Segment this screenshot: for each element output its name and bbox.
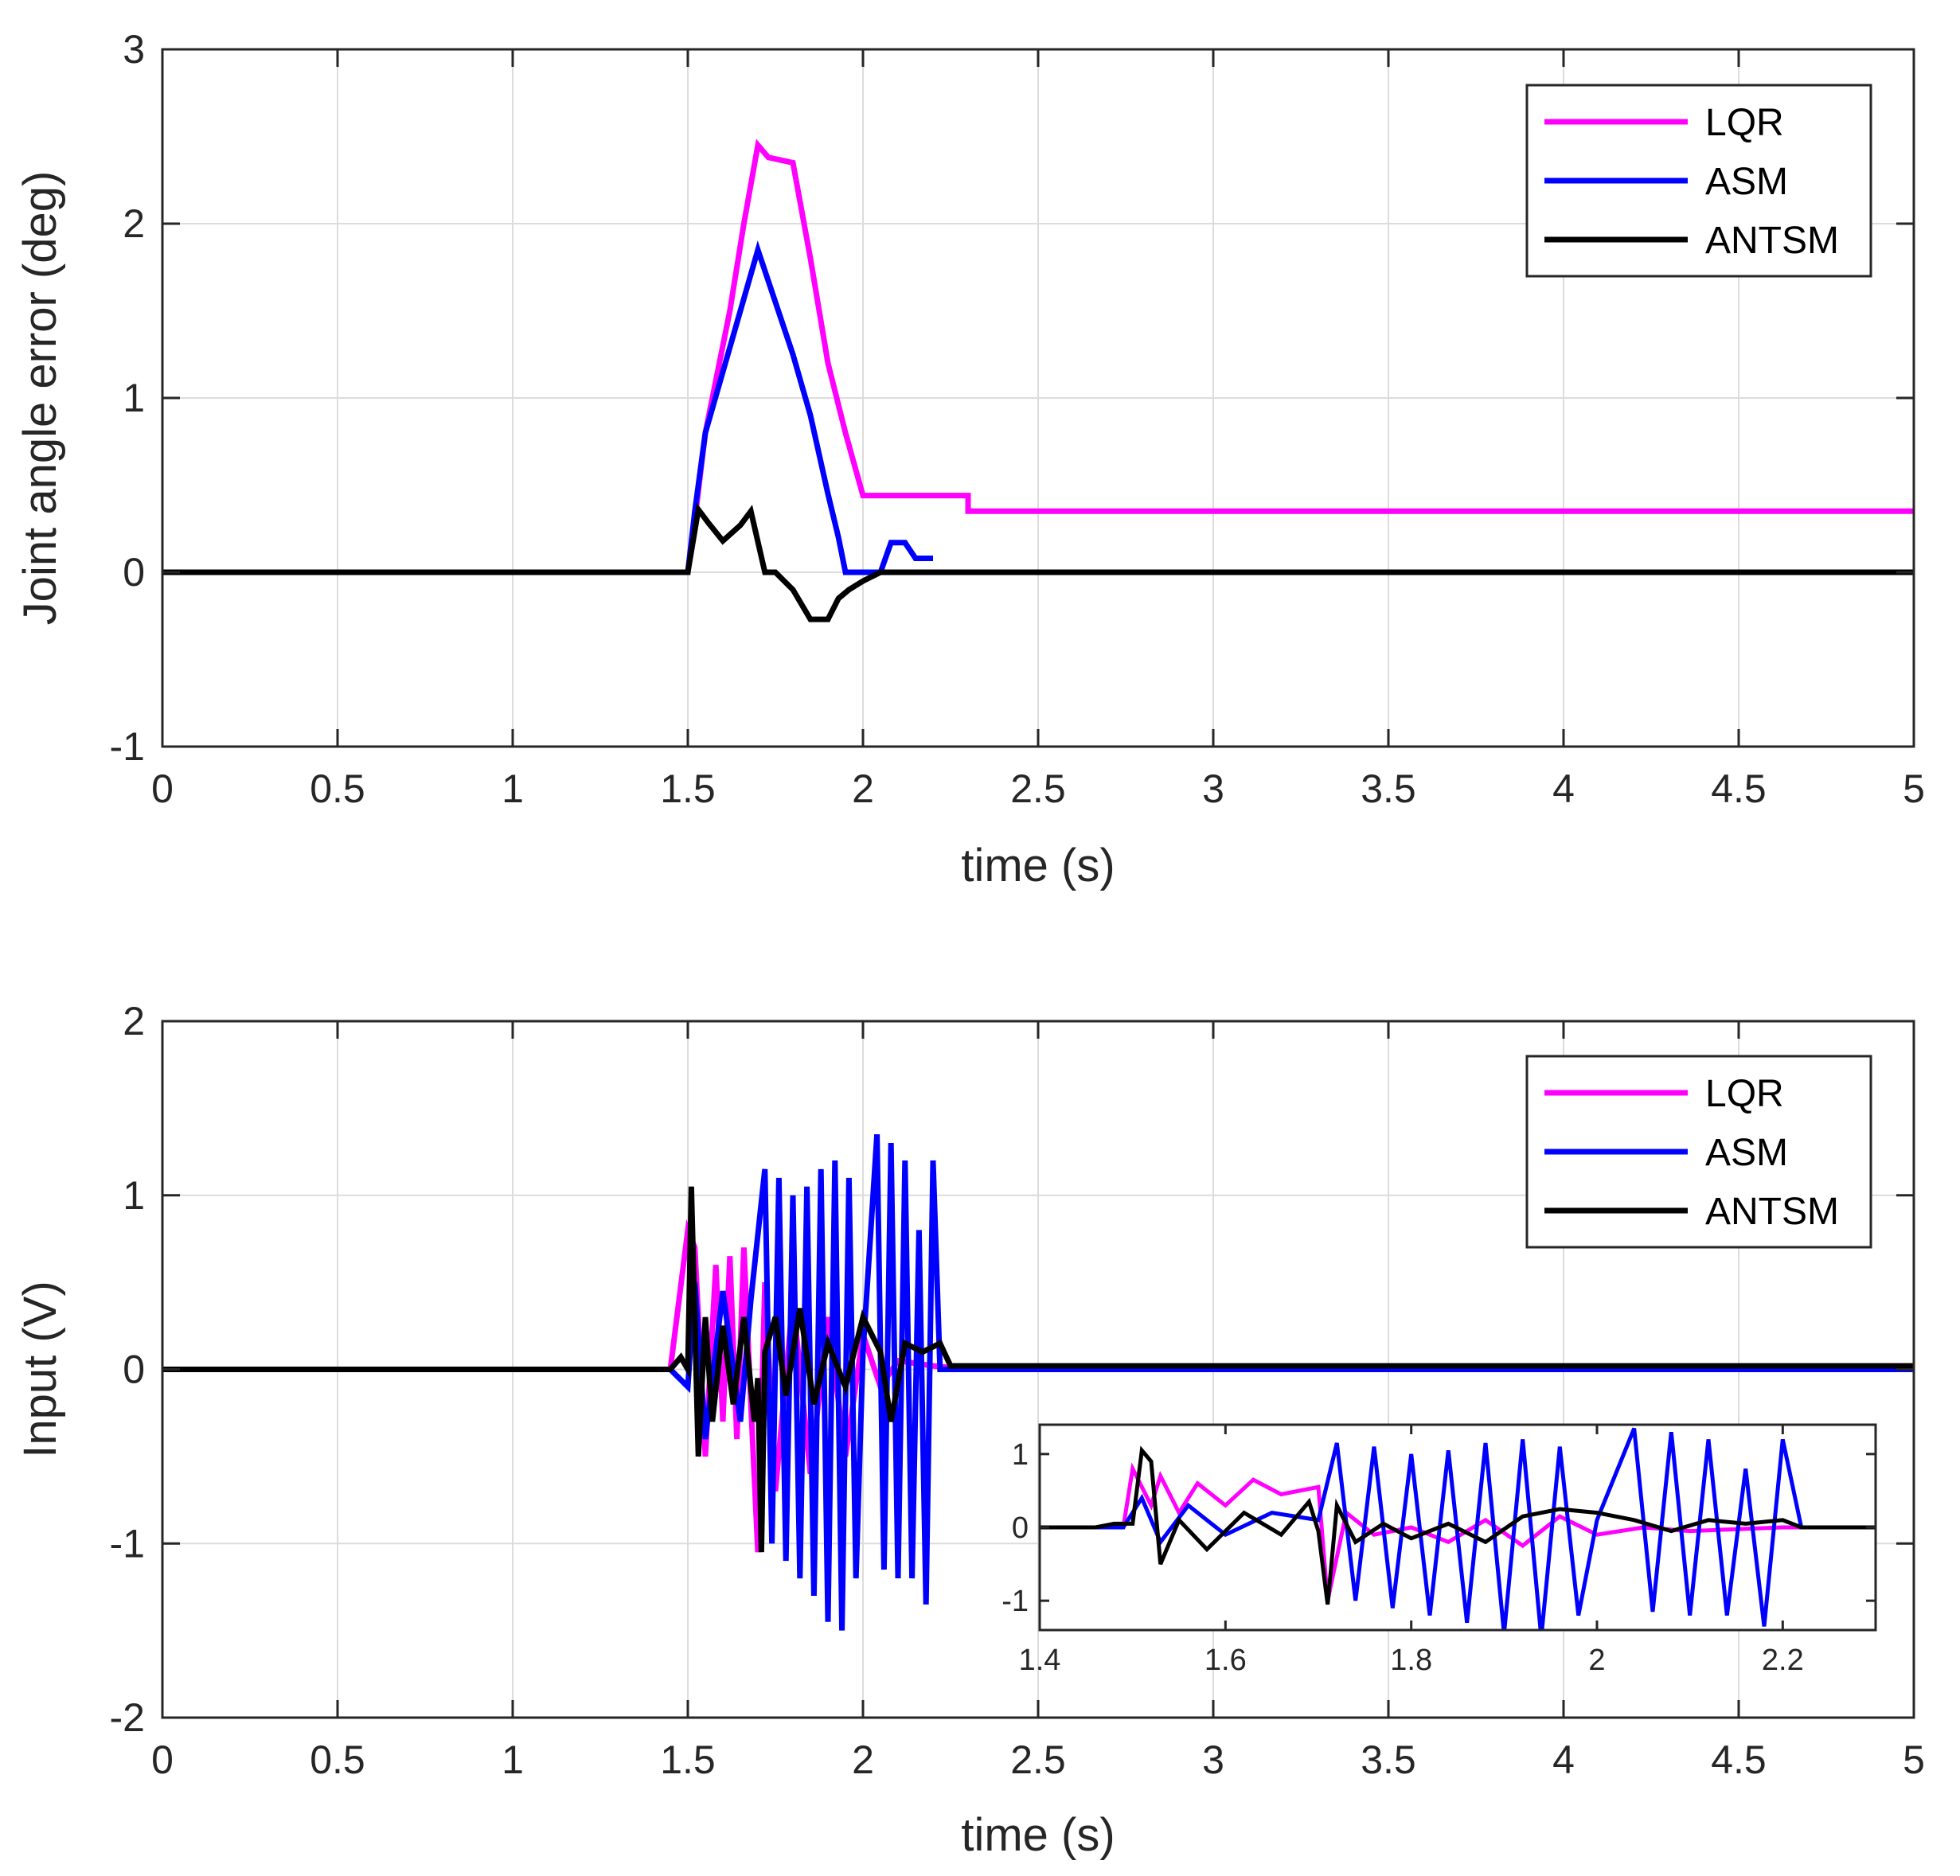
x-tick-label: 3.5 bbox=[1361, 1738, 1416, 1782]
legend-label-antsm: ANTSM bbox=[1705, 1191, 1839, 1233]
y-tick-label: -2 bbox=[110, 1695, 145, 1740]
legend: LQR ASM ANTSM bbox=[1525, 1055, 1872, 1249]
x-tick-label: 1.8 bbox=[1390, 1644, 1432, 1677]
y-tick-label: 1 bbox=[123, 376, 145, 420]
legend-label-lqr: LQR bbox=[1705, 1073, 1784, 1115]
y-tick-label: 1 bbox=[123, 1173, 145, 1218]
x-tick-label: 1.5 bbox=[660, 1738, 716, 1782]
x-tick-label: 4.5 bbox=[1711, 766, 1767, 811]
x-tick-label: 2.5 bbox=[1010, 766, 1066, 811]
x-tick-label: 0.5 bbox=[310, 1738, 365, 1782]
x-tick-label: 0 bbox=[151, 1738, 174, 1782]
series-line-antsm bbox=[162, 502, 1914, 622]
series-line-antsm bbox=[1040, 1445, 1876, 1605]
x-tick-label: 1 bbox=[502, 1738, 524, 1782]
y-tick-label: -1 bbox=[1001, 1585, 1029, 1618]
x-tick-label: 3 bbox=[1202, 1738, 1224, 1782]
legend: LQR ASM ANTSM bbox=[1525, 84, 1872, 278]
series-group bbox=[162, 1133, 1914, 1631]
x-tick-label: 4.5 bbox=[1711, 1738, 1767, 1782]
legend-label-lqr: LQR bbox=[1705, 102, 1784, 144]
series-group bbox=[1040, 1427, 1876, 1630]
x-tick-label: 0.5 bbox=[310, 766, 365, 811]
y-axis-label: Input (V) bbox=[14, 1281, 66, 1457]
y-axis-label: Joint angle error (deg) bbox=[14, 171, 66, 626]
y-tick-label: 0 bbox=[123, 550, 145, 595]
y-tick-label: 2 bbox=[123, 201, 145, 246]
x-tick-label: 1 bbox=[502, 766, 524, 811]
x-tick-label: 4 bbox=[1552, 1738, 1575, 1782]
x-tick-label: 5 bbox=[1903, 1738, 1925, 1782]
x-tick-label: 2 bbox=[1588, 1644, 1605, 1677]
y-tick-label: 1 bbox=[1012, 1438, 1029, 1472]
series-line-asm bbox=[1040, 1427, 1876, 1630]
x-tick-label: 3 bbox=[1202, 766, 1224, 811]
x-axis-label: time (s) bbox=[961, 1809, 1115, 1861]
x-tick-label: 5 bbox=[1903, 766, 1925, 811]
x-tick-label: 2 bbox=[852, 1738, 874, 1782]
series-line-antsm bbox=[162, 1186, 1914, 1553]
x-tick-label: 3.5 bbox=[1361, 766, 1416, 811]
x-tick-label: 2.2 bbox=[1762, 1644, 1804, 1677]
y-tick-label: 0 bbox=[123, 1348, 145, 1392]
x-tick-label: 1.4 bbox=[1019, 1644, 1061, 1677]
x-tick-label: 1.5 bbox=[660, 766, 716, 811]
legend-label-antsm: ANTSM bbox=[1705, 220, 1839, 262]
y-tick-label: -1 bbox=[110, 1521, 145, 1566]
series-group bbox=[162, 138, 1914, 622]
legend-label-asm: ASM bbox=[1705, 1132, 1788, 1174]
y-tick-label: -1 bbox=[110, 724, 145, 769]
series-line-asm bbox=[162, 1133, 1914, 1631]
x-tick-label: 2 bbox=[852, 766, 874, 811]
x-axis-label: time (s) bbox=[961, 840, 1115, 891]
inset-zoom-chart: 1.4 1.6 1.8 2 2.2 -1 0 1 bbox=[1001, 1423, 1877, 1677]
legend-label-asm: ASM bbox=[1705, 161, 1788, 203]
y-tick-label: 2 bbox=[123, 999, 145, 1043]
x-tick-label: 1.6 bbox=[1205, 1644, 1247, 1677]
series-line-lqr bbox=[1040, 1462, 1876, 1601]
series-line-asm bbox=[162, 240, 933, 575]
x-tick-label: 2.5 bbox=[1010, 1738, 1066, 1782]
x-tick-label: 0 bbox=[151, 766, 174, 811]
x-tick-label: 4 bbox=[1552, 766, 1575, 811]
y-tick-label: 3 bbox=[123, 27, 145, 72]
y-tick-label: 0 bbox=[1012, 1511, 1029, 1545]
